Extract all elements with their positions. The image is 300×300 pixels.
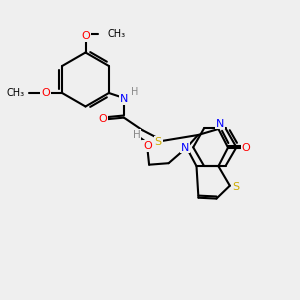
Text: N: N: [120, 94, 128, 104]
Text: H: H: [131, 87, 138, 98]
Text: O: O: [98, 114, 107, 124]
Text: O: O: [81, 31, 90, 41]
Text: S: S: [232, 182, 239, 192]
Text: S: S: [154, 136, 162, 147]
Text: N: N: [216, 118, 224, 129]
Text: H: H: [133, 130, 140, 140]
Text: O: O: [143, 141, 152, 151]
Text: N: N: [181, 142, 189, 153]
Text: CH₃: CH₃: [107, 29, 125, 39]
Text: O: O: [242, 142, 250, 153]
Text: O: O: [41, 88, 50, 98]
Text: CH₃: CH₃: [7, 88, 25, 98]
